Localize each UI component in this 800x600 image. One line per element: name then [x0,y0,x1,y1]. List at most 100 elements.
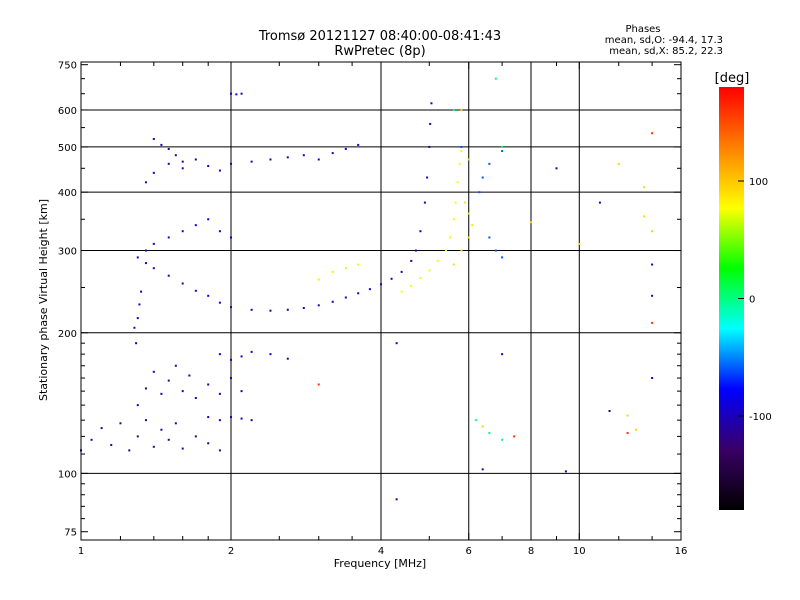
data-point [174,154,177,157]
data-point [174,422,177,425]
y-tick-label: 500 [58,143,77,154]
data-point [218,169,221,172]
data-point [240,390,243,393]
data-point [128,449,131,452]
data-point [144,387,147,390]
data-point [395,342,398,345]
data-point [608,410,611,413]
data-point [344,296,347,299]
data-point [452,108,455,111]
chart-subtitle: RwPretec (8p) [334,44,425,59]
data-point [400,290,403,293]
y-tick-label: 100 [58,469,77,480]
data-point [395,498,398,501]
data-point [488,432,491,435]
x-axis-label: Frequency [MHz] [334,557,426,570]
data-point [501,150,504,153]
data-point [317,304,320,307]
data-point [317,278,320,281]
data-point [136,435,139,438]
y-tick-label: 600 [58,106,77,117]
data-point [651,263,654,266]
x-tick-label: 6 [466,546,472,557]
data-point [643,186,646,189]
axis-ticks: 1 2 4 6 8 10 16 75 100 200 300 400 500 600 750 [58,61,687,557]
data-point [651,132,654,135]
data-point [452,218,455,221]
x-tick-label: 1 [78,546,84,557]
data-point [100,427,103,430]
data-point [410,259,413,262]
colorbar: [deg] 100 0 -100 [715,71,772,510]
data-point [651,377,654,380]
data-point [240,92,243,95]
data-point [250,419,253,422]
data-point [317,158,320,161]
data-point [501,256,504,259]
data-point [218,301,221,304]
data-point [501,438,504,441]
data-point [167,147,170,150]
data-point [481,468,484,471]
data-point [235,93,238,96]
chart-title: Tromsø 20121127 08:40:00-08:41:43 [258,29,501,44]
data-point [331,270,334,273]
data-point [207,218,210,221]
data-point [626,432,629,435]
data-point [317,383,320,386]
data-point [454,201,457,204]
data-point [488,162,491,165]
data-point [152,137,155,140]
data-point [617,162,620,165]
data-point [410,284,413,287]
legend-title: Phases [625,24,660,35]
data-point [368,288,371,291]
colorbar-tick-label: 100 [749,177,768,188]
data-point [390,277,393,280]
data-point [460,249,463,252]
data-point [140,290,143,293]
data-point [218,230,221,233]
data-point [152,267,155,270]
data-point [240,417,243,420]
data-point [230,358,232,361]
data-point [464,201,467,204]
data-point [167,274,170,277]
data-point [436,259,439,262]
data-point [467,158,470,161]
data-point [136,317,139,320]
data-point [152,171,155,174]
data-point [478,191,481,194]
data-point [160,143,163,146]
data-point [286,308,289,311]
data-point [423,201,426,204]
data-point [344,267,347,270]
data-point [181,390,184,393]
data-point [419,230,422,233]
data-point [174,364,177,367]
data-point [467,236,470,239]
y-axis-label: Stationary phase Virtual Height [km] [37,199,50,401]
data-point [357,143,360,146]
data-point [144,181,147,184]
data-point [302,306,305,309]
data-point [194,224,197,227]
data-point [167,162,170,165]
data-point [488,236,491,239]
data-point [344,147,347,150]
data-point [167,379,170,382]
data-point [331,152,334,155]
data-point [269,353,272,356]
data-point [230,162,232,165]
data-point [181,160,184,163]
data-point [626,414,629,417]
data-point [651,321,654,324]
legend-line-o: mean, sd,O: -94.4, 17.3 [605,35,723,46]
data-point [194,158,197,161]
data-point [501,353,504,356]
data-point [167,236,170,239]
y-tick-label: 200 [58,329,77,340]
x-tick-label: 2 [228,546,234,557]
data-point [286,357,289,360]
data-point [181,230,184,233]
